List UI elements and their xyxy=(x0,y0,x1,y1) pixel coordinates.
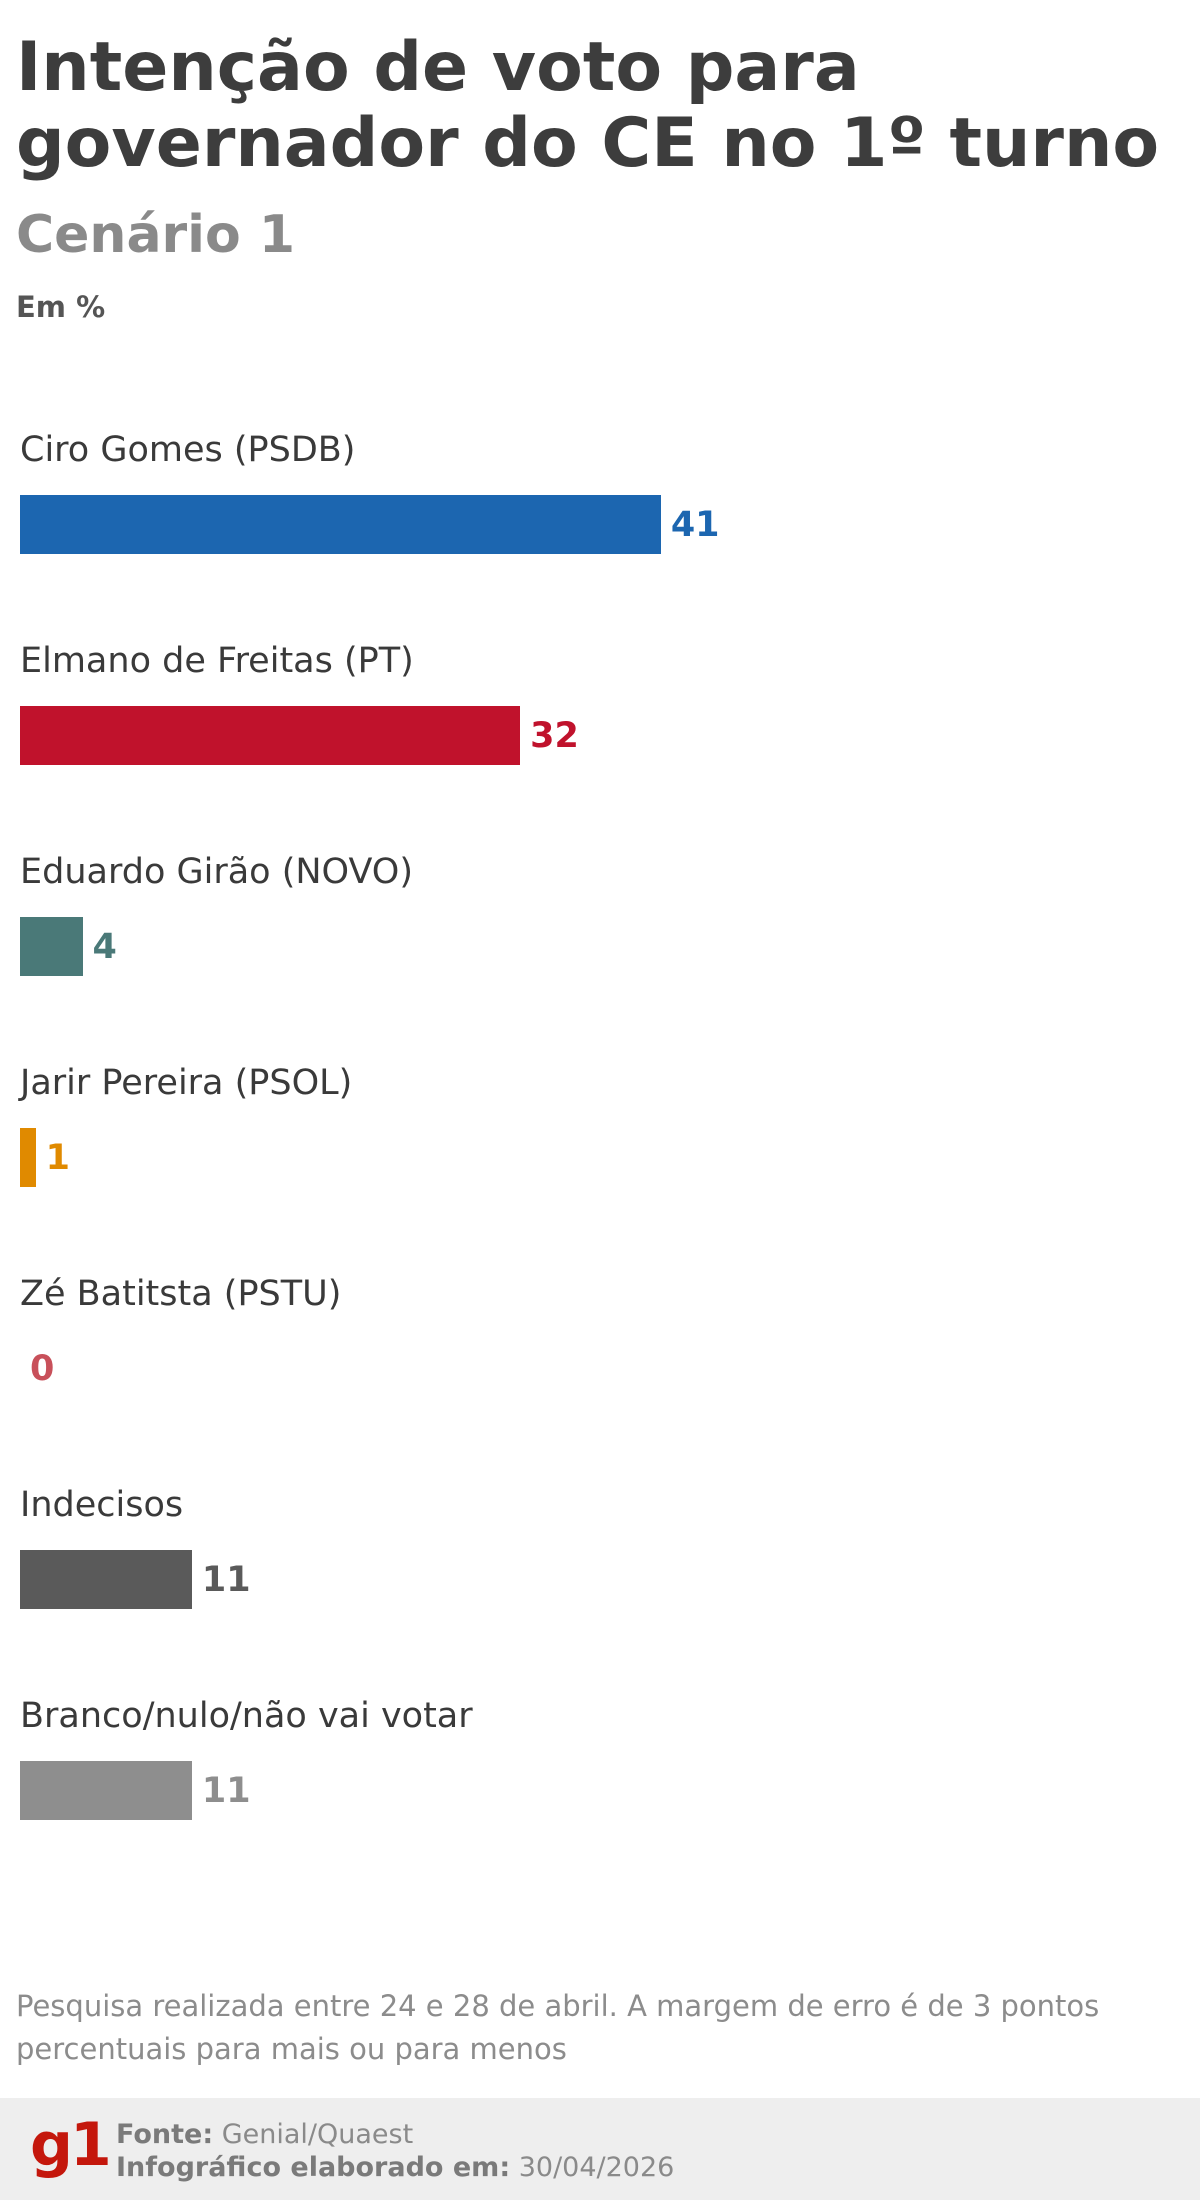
category-label: Branco/nulo/não vai votar xyxy=(20,1696,473,1736)
category-label: Zé Batitsta (PSTU) xyxy=(20,1274,342,1314)
unit-label: Em % xyxy=(16,290,106,324)
bar-row: Branco/nulo/não vai votar 11 xyxy=(20,1696,1180,1896)
category-label: Indecisos xyxy=(20,1485,184,1525)
bar xyxy=(20,1550,192,1609)
category-label: Jarir Pereira (PSOL) xyxy=(20,1063,353,1103)
bar xyxy=(20,917,83,976)
category-label: Ciro Gomes (PSDB) xyxy=(20,430,356,470)
source-info: Fonte: Genial/Quaest Infográfico elabora… xyxy=(116,2118,674,2184)
value-label: 11 xyxy=(201,1560,251,1600)
value-label: 32 xyxy=(530,716,579,756)
value-label: 4 xyxy=(92,927,117,967)
bar xyxy=(20,706,521,765)
bar-row: Elmano de Freitas (PT) 32 xyxy=(20,641,1180,841)
value-label: 41 xyxy=(670,505,720,545)
g1-logo: g1 xyxy=(30,2110,112,2180)
bar xyxy=(20,1761,192,1820)
methodology-note: Pesquisa realizada entre 24 e 28 de abri… xyxy=(16,1989,1100,2066)
value-label: 0 xyxy=(30,1349,55,1389)
source-label: Fonte: xyxy=(116,2119,214,2150)
date-label: Infográfico elaborado em: xyxy=(116,2152,511,2183)
bar-row: Eduardo Girão (NOVO) 4 xyxy=(20,852,1180,1052)
bar-chart: Ciro Gomes (PSDB) 41 Elmano de Freitas (PT… xyxy=(0,430,1200,1930)
category-label: Eduardo Girão (NOVO) xyxy=(20,852,414,892)
bar xyxy=(20,495,661,554)
bar-row: Ciro Gomes (PSDB) 41 xyxy=(20,430,1180,630)
source-value: Genial/Quaest xyxy=(221,2119,414,2150)
bar xyxy=(20,1128,36,1187)
bar-row: Indecisos 11 xyxy=(20,1485,1180,1685)
chart-title: Intenção de voto para governador do CE n… xyxy=(16,28,1160,183)
bar-row: Zé Batitsta (PSTU) 0 xyxy=(20,1274,1180,1474)
bar-row: Jarir Pereira (PSOL) 1 xyxy=(20,1063,1180,1263)
chart-subtitle: Cenário 1 xyxy=(16,205,296,265)
category-label: Elmano de Freitas (PT) xyxy=(20,641,414,681)
value-label: 1 xyxy=(45,1138,70,1178)
value-label: 11 xyxy=(201,1771,251,1811)
footer: g1 Fonte: Genial/Quaest Infográfico elab… xyxy=(0,2098,1200,2200)
date-value: 30/04/2026 xyxy=(518,2152,675,2183)
